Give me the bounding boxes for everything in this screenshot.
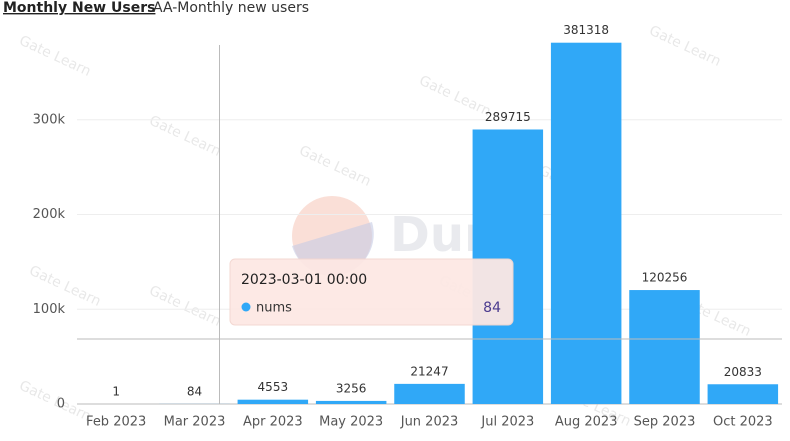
x-tick-label: Aug 2023 [555, 415, 618, 430]
bar [394, 384, 465, 404]
x-tick-label: Jun 2023 [400, 415, 459, 430]
data-label: 120256 [642, 271, 688, 285]
chart-subtitle: AA-Monthly new users [153, 0, 309, 16]
data-label: 3256 [336, 381, 367, 395]
tooltip-swatch [242, 303, 251, 312]
bar [551, 43, 622, 404]
bar [708, 384, 779, 404]
overlay-watermark: Gate Learn [647, 23, 724, 70]
overlay-watermark: Gate Learn [417, 73, 494, 120]
chart-title: Monthly New Users [3, 0, 155, 16]
overlay-watermark: Gate Learn [147, 283, 224, 330]
data-label: 4553 [258, 380, 289, 394]
data-label: 289715 [485, 110, 531, 124]
x-tick-label: Oct 2023 [713, 415, 773, 430]
tooltip-series-name: nums [256, 301, 292, 316]
y-tick-label: 200k [33, 207, 66, 222]
overlay-watermark: Gate Learn [17, 33, 94, 80]
y-tick-label: 300k [33, 112, 66, 127]
overlay-watermark: Gate Learn [297, 143, 374, 190]
data-label: 84 [187, 384, 202, 398]
bar [316, 401, 387, 404]
y-tick-label: 0 [57, 397, 65, 412]
y-tick-label: 100k [33, 302, 66, 317]
x-tick-label: Jul 2023 [480, 415, 534, 430]
x-tick-label: Apr 2023 [243, 415, 303, 430]
tooltip-value: 84 [483, 300, 501, 316]
x-tick-label: Sep 2023 [634, 415, 696, 430]
data-label: 1 [112, 384, 120, 398]
overlay-watermark: Gate Learn [17, 378, 94, 425]
tooltip-title: 2023-03-01 00:00 [241, 272, 367, 288]
data-label: 21247 [410, 364, 448, 378]
x-tick-label: Mar 2023 [164, 415, 226, 430]
x-tick-label: Feb 2023 [86, 415, 146, 430]
bar [629, 290, 700, 404]
data-label: 20833 [724, 365, 762, 379]
x-tick-label: May 2023 [319, 415, 383, 430]
data-label: 381318 [563, 23, 609, 37]
bar [238, 400, 308, 404]
